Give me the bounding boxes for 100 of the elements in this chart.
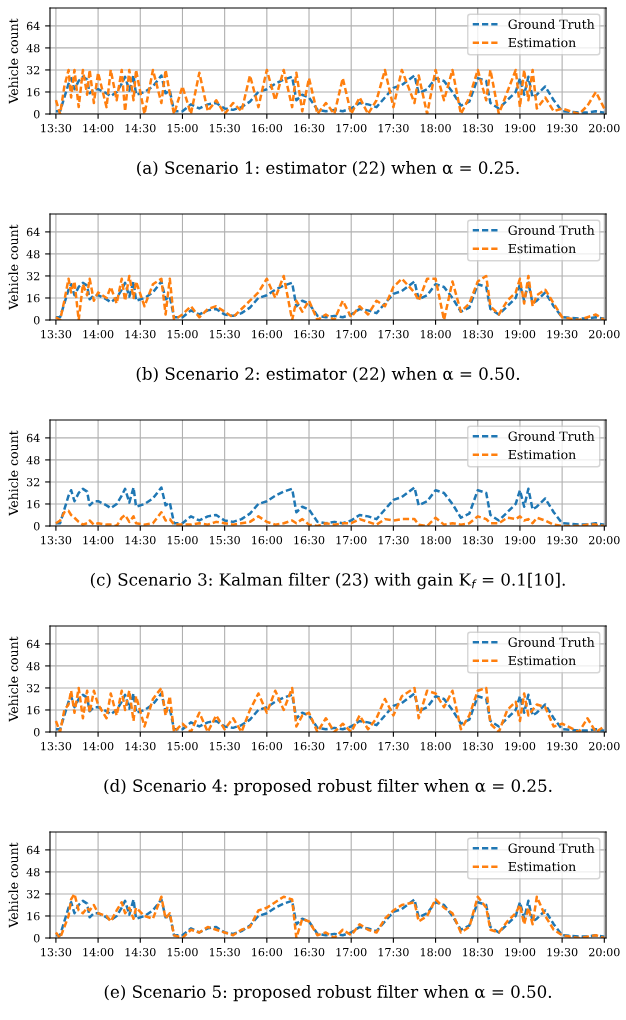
- x-tick-label: 16:00: [252, 741, 283, 751]
- y-tick-label: 64: [26, 639, 40, 649]
- x-tick-label: 19:30: [547, 535, 578, 545]
- x-tick-label: 18:30: [463, 535, 494, 545]
- x-tick-label: 16:00: [252, 947, 283, 957]
- x-tick-label: 15:30: [209, 947, 240, 957]
- legend-label: Ground Truth: [508, 843, 595, 853]
- x-tick-label: 15:00: [167, 123, 198, 133]
- legend-label: Ground Truth: [508, 637, 595, 647]
- x-tick-label: 20:00: [589, 741, 620, 751]
- x-tick-label: 18:00: [420, 741, 451, 751]
- x-tick-label: 14:00: [83, 535, 114, 545]
- x-tick-label: 20:00: [589, 535, 620, 545]
- y-tick-label: 16: [27, 705, 40, 715]
- y-axis-title: Vehicle count: [8, 224, 19, 310]
- x-tick-label: 16:30: [294, 329, 325, 339]
- x-tick-label: 19:30: [547, 329, 578, 339]
- x-tick-label: 14:00: [83, 329, 114, 339]
- x-tick-label: 15:30: [209, 741, 240, 751]
- y-tick-label: 48: [26, 43, 40, 53]
- x-tick-label: 20:00: [589, 329, 620, 339]
- y-tick-label: 0: [33, 727, 40, 737]
- x-tick-label: 16:30: [294, 535, 325, 545]
- text: (e) Scenario 5: proposed robust filter when α = 0.50.: [104, 985, 551, 1002]
- y-tick-label: 64: [26, 433, 40, 443]
- x-tick-label: 19:00: [505, 947, 536, 957]
- y-tick-label: 16: [27, 87, 40, 97]
- legend-label: Estimation: [508, 861, 576, 872]
- y-tick-label: 0: [33, 933, 40, 943]
- x-tick-label: 16:00: [252, 535, 283, 545]
- x-tick-label: 17:00: [336, 741, 367, 751]
- y-tick-label: 32: [26, 889, 40, 899]
- x-tick-label: 14:00: [83, 947, 114, 957]
- x-tick-label: 13:30: [41, 535, 72, 545]
- x-tick-label: 13:30: [41, 329, 72, 339]
- x-tick-label: 18:00: [420, 329, 451, 339]
- x-tick-label: 17:00: [336, 535, 367, 545]
- x-tick-label: 13:30: [41, 123, 72, 133]
- legend-label: Ground Truth: [508, 431, 595, 441]
- x-tick-label: 16:00: [252, 123, 283, 133]
- y-tick-label: 48: [26, 661, 40, 671]
- text: (d) Scenario 4: proposed robust filter when α = 0.25.: [104, 779, 552, 796]
- y-tick-label: 0: [33, 521, 40, 531]
- x-tick-label: 16:00: [252, 329, 283, 339]
- y-tick-label: 64: [26, 845, 40, 855]
- x-tick-label: 19:30: [547, 947, 578, 957]
- x-tick-label: 15:00: [167, 329, 198, 339]
- x-tick-label: 17:00: [336, 329, 367, 339]
- y-tick-label: 64: [26, 21, 40, 31]
- x-tick-label: 13:30: [41, 741, 72, 751]
- x-tick-label: 15:00: [167, 535, 198, 545]
- x-tick-label: 18:30: [463, 123, 494, 133]
- y-tick-label: 0: [33, 109, 40, 119]
- x-tick-label: 14:30: [125, 741, 156, 751]
- x-tick-label: 20:00: [589, 123, 620, 133]
- y-tick-label: 32: [26, 271, 40, 281]
- y-tick-label: 0: [33, 315, 40, 325]
- x-tick-label: 16:30: [294, 741, 325, 751]
- y-tick-label: 64: [26, 227, 40, 237]
- x-tick-label: 18:00: [420, 947, 451, 957]
- legend-label: Ground Truth: [508, 225, 595, 235]
- y-tick-label: 48: [26, 455, 40, 465]
- y-tick-label: 32: [26, 65, 40, 75]
- x-tick-label: 16:30: [294, 947, 325, 957]
- x-tick-label: 18:30: [463, 947, 494, 957]
- x-tick-label: 19:30: [547, 741, 578, 751]
- x-tick-label: 15:00: [167, 947, 198, 957]
- x-tick-label: 18:00: [420, 123, 451, 133]
- x-tick-label: 15:30: [209, 123, 240, 133]
- legend-label: Ground Truth: [508, 19, 595, 29]
- x-tick-label: 14:30: [125, 123, 156, 133]
- x-tick-label: 19:00: [505, 123, 536, 133]
- x-tick-label: 14:00: [83, 123, 114, 133]
- x-tick-label: 14:30: [125, 329, 156, 339]
- x-tick-label: 13:30: [41, 947, 72, 957]
- y-tick-label: 32: [26, 683, 40, 693]
- x-tick-label: 18:30: [463, 329, 494, 339]
- x-tick-label: 20:00: [589, 947, 620, 957]
- x-tick-label: 17:00: [336, 947, 367, 957]
- x-tick-label: 18:30: [463, 741, 494, 751]
- x-tick-label: 14:00: [83, 741, 114, 751]
- x-tick-label: 15:00: [167, 741, 198, 751]
- line-series: [54, 509, 606, 526]
- x-tick-label: 19:00: [505, 329, 536, 339]
- x-tick-label: 17:30: [378, 535, 409, 545]
- legend-label: Estimation: [508, 449, 576, 460]
- y-tick-label: 16: [27, 499, 40, 509]
- x-tick-label: 19:00: [505, 535, 536, 545]
- x-tick-label: 19:00: [505, 741, 536, 751]
- x-tick-label: 14:30: [125, 535, 156, 545]
- x-tick-label: 14:30: [125, 947, 156, 957]
- x-tick-label: 19:30: [547, 123, 578, 133]
- y-tick-label: 48: [26, 867, 40, 877]
- y-tick-label: 48: [26, 249, 40, 259]
- text: (b) Scenario 2: estimator (22) when α = 0.50.: [136, 367, 520, 383]
- legend-label: Estimation: [508, 37, 576, 48]
- x-tick-label: 15:30: [209, 535, 240, 545]
- y-tick-label: 16: [27, 293, 40, 303]
- y-axis-title: Vehicle count: [8, 636, 19, 722]
- y-tick-label: 32: [26, 477, 40, 487]
